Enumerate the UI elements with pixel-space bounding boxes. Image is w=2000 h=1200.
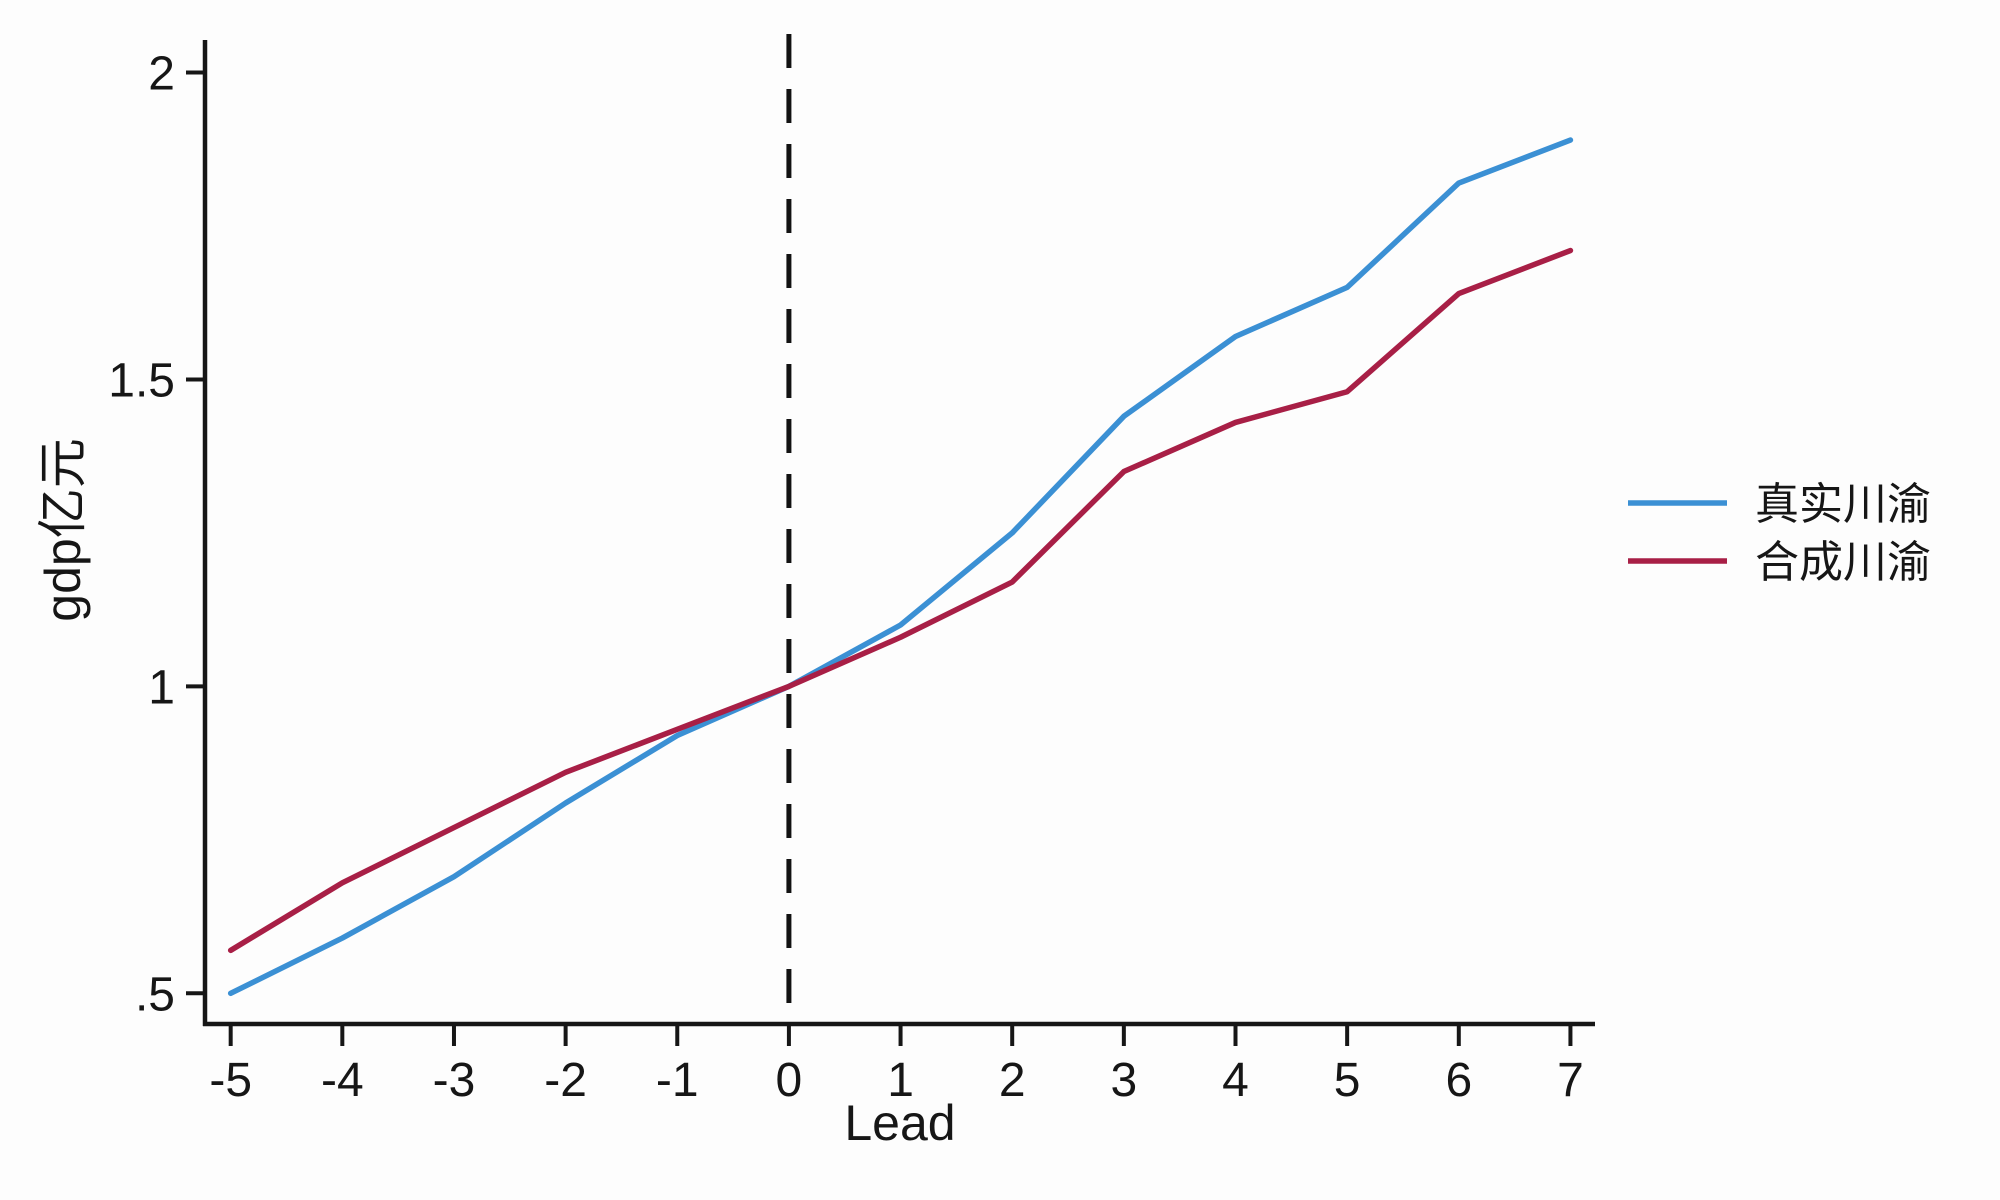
series-line-synthetic (227, 247, 1574, 954)
x-tick-label: -5 (209, 1054, 252, 1107)
x-tick-label: -3 (433, 1054, 476, 1107)
x-tick-label: 1 (887, 1054, 914, 1107)
series-line-real (227, 137, 1574, 997)
x-axis-title: Lead (844, 1095, 955, 1151)
legend: 真实川渝 合成川渝 (1628, 480, 1931, 587)
y-axis-title: gdp亿元 (35, 438, 91, 621)
x-tick-label: 0 (776, 1054, 803, 1107)
x-tick-label: -1 (656, 1054, 699, 1107)
legend-label-synthetic: 合成川渝 (1755, 538, 1931, 587)
x-tick-label: 3 (1110, 1054, 1137, 1107)
x-tick-label: 6 (1445, 1054, 1472, 1107)
x-tick-label: 7 (1557, 1054, 1584, 1107)
x-tick-label: -2 (544, 1054, 587, 1107)
legend-label-real: 真实川渝 (1755, 480, 1931, 529)
data-series-lines (227, 137, 1574, 997)
y-tick-label: 1.5 (108, 354, 175, 407)
x-axis-ticks: -5 -4 -3 -2 -1 0 1 2 3 4 5 6 7 (209, 1024, 1584, 1107)
x-tick-label: -4 (321, 1054, 364, 1107)
y-tick-label: .5 (135, 968, 175, 1021)
y-axis-ticks: .5 1 1.5 2 (108, 48, 205, 1021)
x-tick-label: 4 (1222, 1054, 1249, 1107)
y-tick-label: 1 (148, 661, 175, 714)
x-tick-label: 5 (1334, 1054, 1361, 1107)
x-tick-label: 2 (999, 1054, 1026, 1107)
y-tick-label: 2 (148, 48, 175, 101)
